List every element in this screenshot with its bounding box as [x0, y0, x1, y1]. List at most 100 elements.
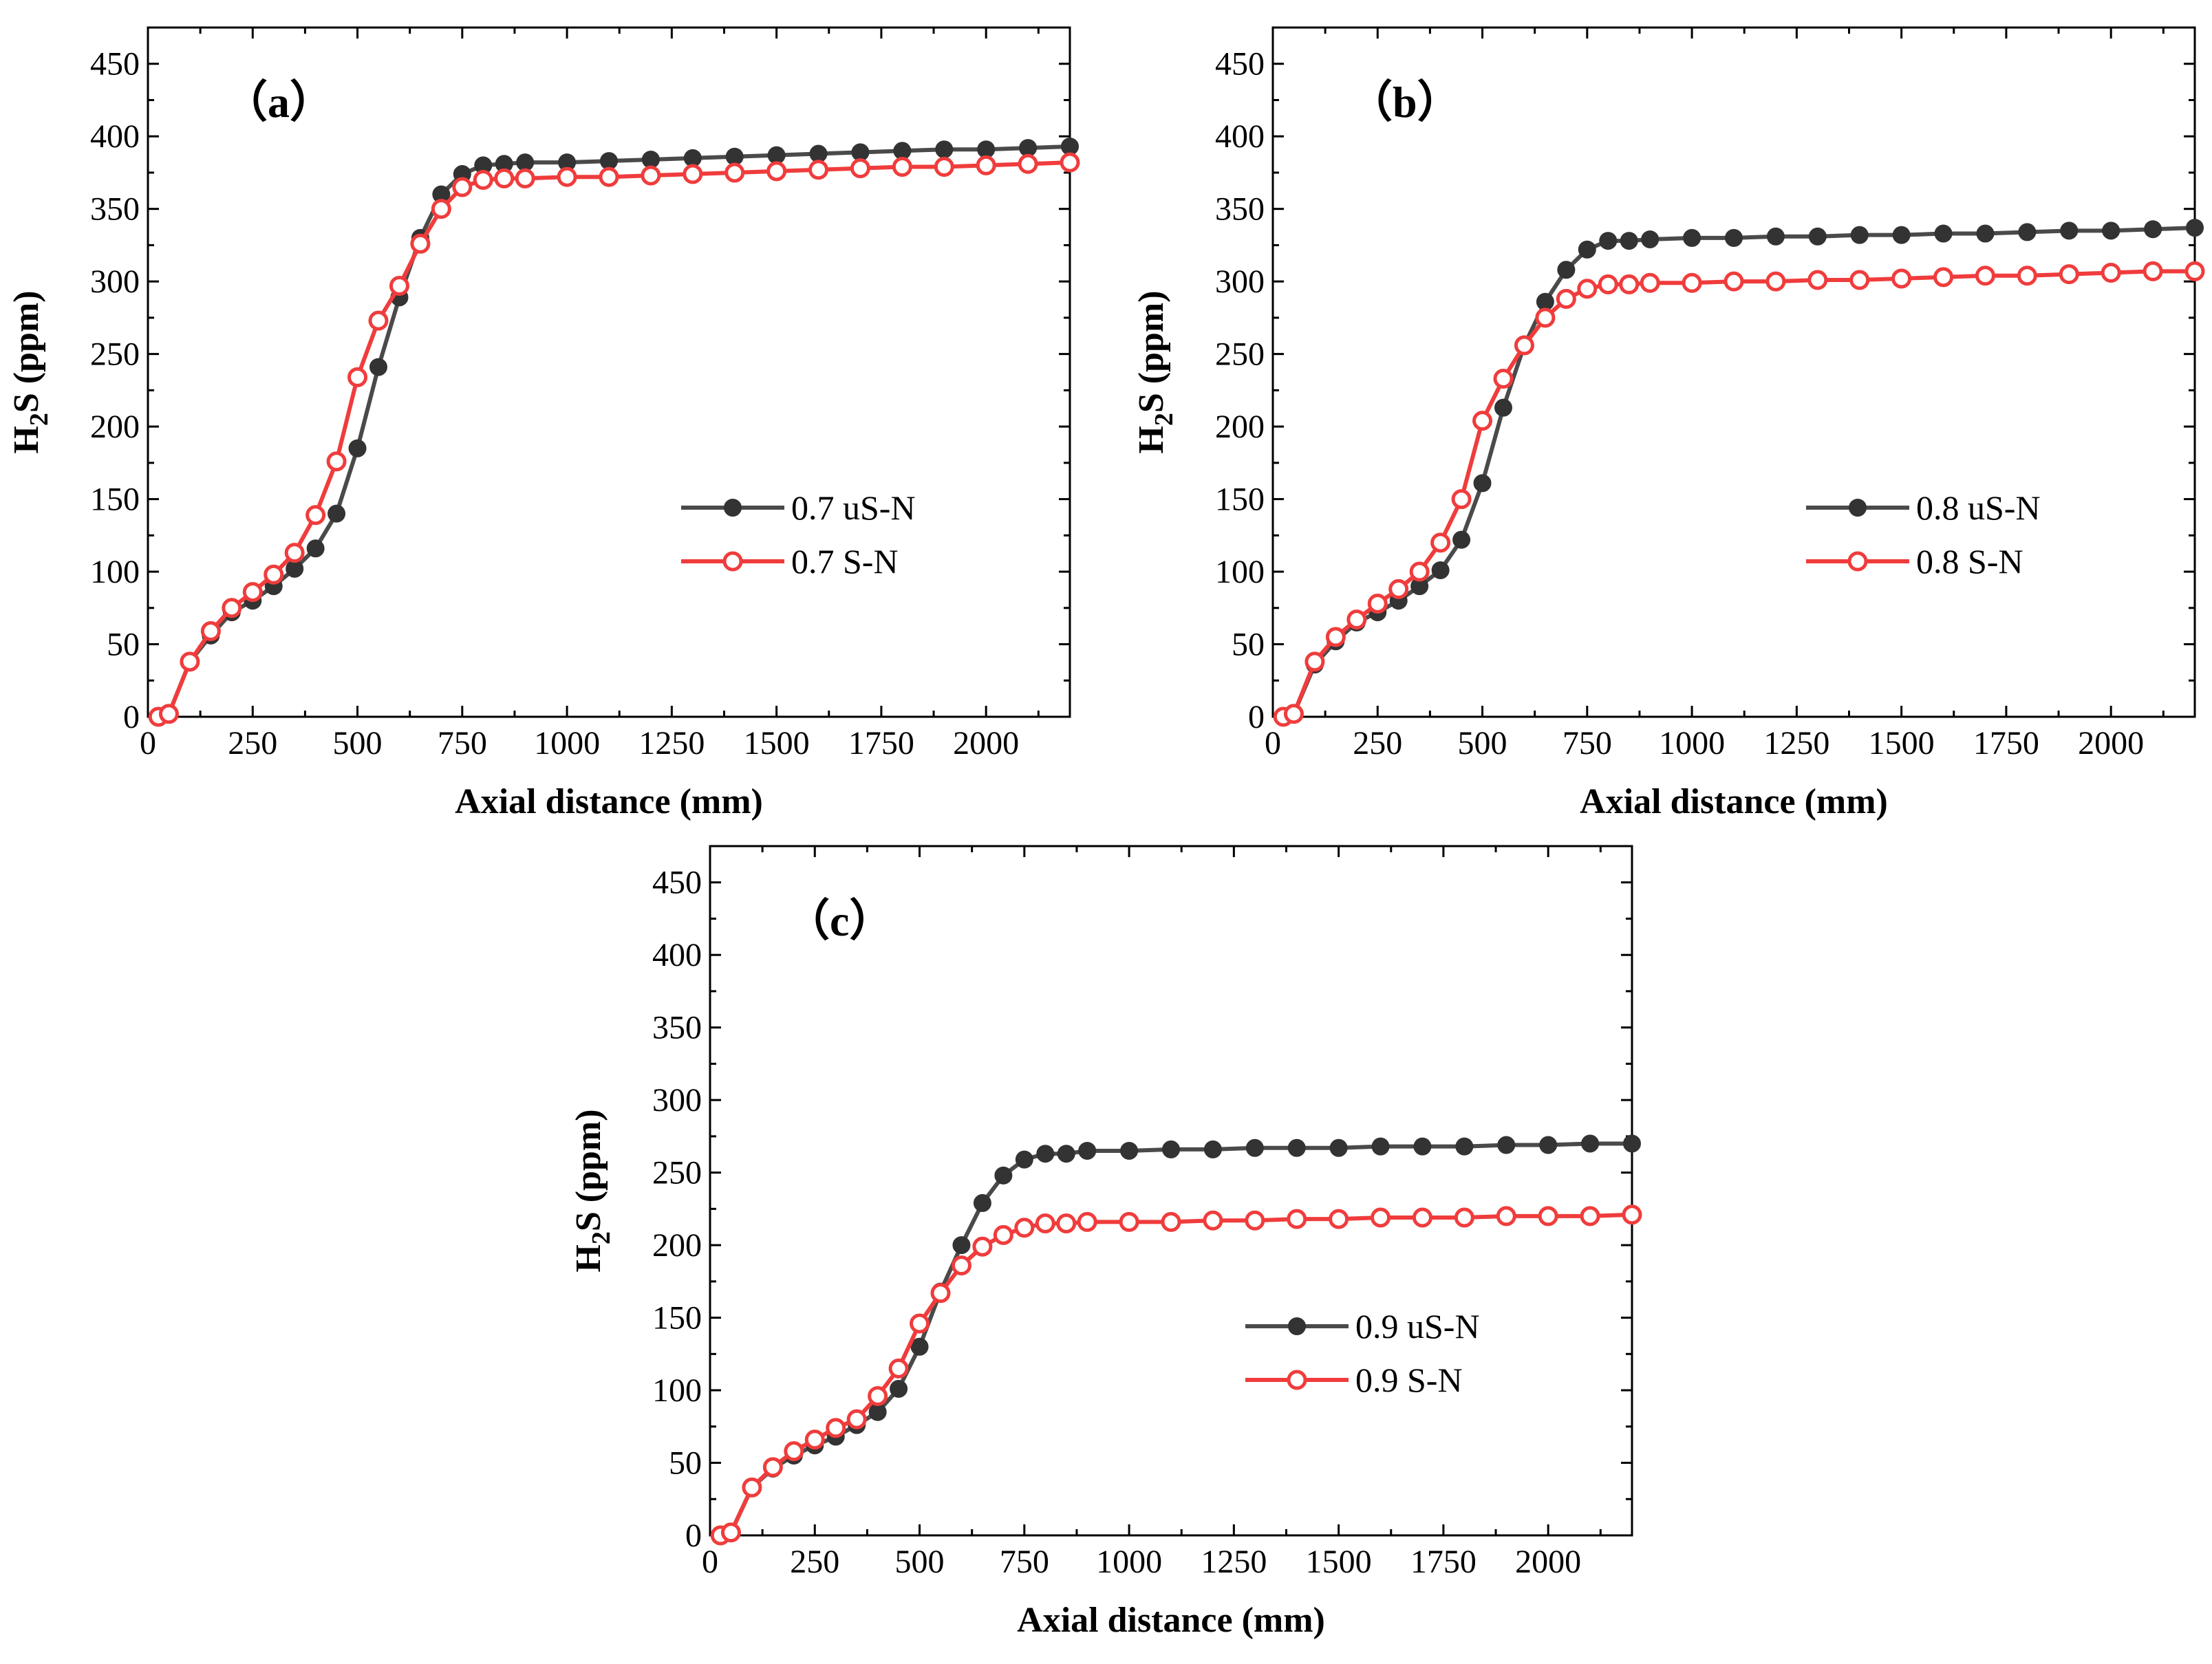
data-point [683, 164, 703, 184]
data-point [934, 157, 954, 177]
x-tick-label: 1000 [1659, 725, 1725, 761]
data-point [1203, 1140, 1222, 1158]
legend-marker [1287, 1370, 1307, 1390]
data-point [1599, 232, 1618, 250]
data-point [1119, 1211, 1139, 1232]
data-point [1620, 232, 1638, 250]
data-point [1057, 1145, 1075, 1163]
data-point [2101, 263, 2121, 283]
data-point [2017, 266, 2037, 286]
data-point [410, 233, 431, 254]
data-point [2143, 261, 2163, 281]
data-point [1493, 368, 1514, 389]
x-tick-label: 2000 [2078, 725, 2144, 761]
data-point [1807, 270, 1828, 290]
y-axis-title-subscript: 2 [587, 1231, 616, 1244]
data-point [1388, 579, 1409, 599]
y-axis-title-rest: S (ppm) [569, 1109, 608, 1231]
data-point [1283, 704, 1304, 724]
data-point [976, 155, 996, 175]
data-point [494, 168, 515, 188]
data-point [1933, 267, 1954, 288]
data-point [1019, 139, 1038, 158]
y-tick-label: 400 [652, 937, 702, 973]
data-point [1035, 1213, 1055, 1233]
x-tick-label: 250 [1353, 725, 1402, 761]
data-point [1329, 1209, 1349, 1229]
data-point [1412, 1207, 1432, 1228]
x-tick-label: 500 [333, 725, 383, 761]
data-point [1892, 226, 1911, 244]
y-tick-label: 0 [123, 699, 140, 735]
y-tick-label: 0 [1248, 699, 1265, 735]
x-tick-label: 250 [228, 725, 277, 761]
data-point [977, 140, 996, 159]
y-tick-label: 450 [1215, 46, 1265, 83]
series-0 [1274, 219, 2204, 726]
panel-label: （b） [1349, 78, 1461, 127]
data-point [683, 149, 702, 167]
x-tick-label: 1250 [1763, 725, 1829, 761]
data-point [200, 621, 221, 642]
data-point [1725, 228, 1743, 247]
y-tick-label: 100 [652, 1372, 702, 1409]
y-tick-label: 450 [652, 865, 702, 901]
data-point [389, 275, 409, 296]
data-point [972, 1236, 993, 1257]
y-tick-label: 250 [90, 336, 140, 373]
x-axis-title: Axial distance (mm) [1017, 1601, 1325, 1640]
data-point [910, 1337, 929, 1356]
data-point [1371, 1207, 1391, 1228]
data-point [1304, 651, 1325, 672]
x-tick-label: 1250 [638, 725, 705, 761]
legend-marker [1288, 1317, 1306, 1335]
data-point [1934, 224, 1953, 243]
data-point [1472, 411, 1493, 431]
legend-label: 0.7 uS-N [791, 488, 916, 527]
series-line [1282, 269, 2195, 719]
data-point [2059, 264, 2079, 285]
data-point [1409, 561, 1430, 582]
x-axis-title: Axial distance (mm) [455, 782, 763, 821]
data-point [1598, 274, 1618, 294]
series-line [720, 1212, 1633, 1537]
data-point [868, 1403, 887, 1421]
series-1 [1273, 261, 2205, 727]
data-point [305, 505, 326, 526]
data-point [347, 367, 368, 387]
data-point [804, 1429, 825, 1450]
data-point [369, 358, 387, 376]
data-point [720, 1522, 741, 1543]
y-axis-title-rest: S (ppm) [1132, 290, 1171, 413]
data-point [1514, 335, 1534, 356]
x-tick-label: 1000 [534, 725, 600, 761]
y-axis-title-subscript: 2 [1150, 413, 1179, 426]
y-tick-label: 350 [652, 1010, 702, 1046]
data-point [1494, 398, 1512, 417]
legend-marker [1849, 499, 1867, 517]
data-point [1497, 1136, 1516, 1154]
y-tick-label: 0 [685, 1517, 702, 1554]
x-tick-label: 2000 [1515, 1544, 1581, 1580]
data-point [1891, 268, 1912, 289]
panel-c: 0 250 500 750 1000 1250 1500 1750 2000 0 50 100 150 2… [569, 845, 1642, 1640]
x-tick-label: 1750 [848, 725, 914, 761]
y-tick-label: 300 [652, 1082, 702, 1119]
data-point [2102, 221, 2120, 240]
data-point [1850, 226, 1869, 244]
data-point [1557, 261, 1576, 279]
data-point [1455, 1137, 1474, 1156]
x-tick-label: 750 [1563, 725, 1612, 761]
x-tick-label: 0 [1265, 725, 1281, 761]
x-axis-title: Axial distance (mm) [1580, 782, 1888, 821]
panel-label: （a） [224, 78, 334, 127]
y-tick-label: 200 [90, 409, 140, 445]
data-point [1640, 272, 1660, 293]
data-point [1014, 1218, 1035, 1238]
data-point [1538, 1206, 1558, 1227]
x-tick-label: 250 [790, 1544, 839, 1580]
data-point [1077, 1211, 1097, 1232]
data-point [868, 1385, 888, 1406]
data-point [1346, 609, 1367, 630]
data-point [1287, 1138, 1306, 1157]
